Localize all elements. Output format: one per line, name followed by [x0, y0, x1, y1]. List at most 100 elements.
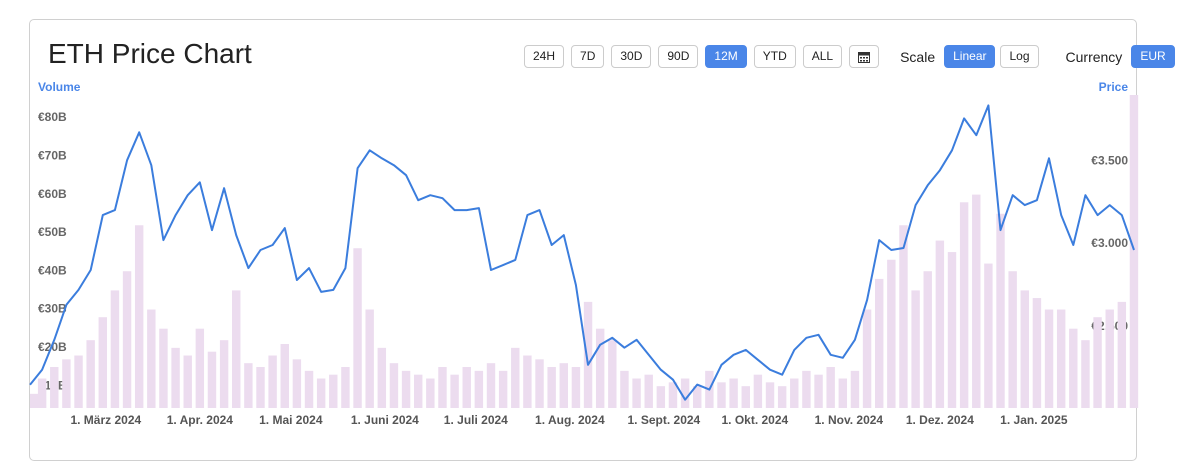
- volume-bar: [838, 378, 848, 408]
- scale-label: Scale: [900, 48, 936, 65]
- y-tick-label: €40B: [38, 263, 67, 277]
- x-tick-label: 1. Juli 2024: [444, 413, 508, 427]
- volume-bar: [693, 386, 702, 408]
- range-button[interactable]: 90D: [658, 45, 699, 68]
- volume-bar: [195, 328, 205, 408]
- volume-bar: [207, 351, 217, 408]
- range-button[interactable]: YTD: [753, 45, 796, 68]
- volume-bar: [1129, 95, 1139, 408]
- volume-bar: [1056, 309, 1066, 408]
- volume-bar: [292, 359, 302, 408]
- volume-bar: [62, 359, 71, 408]
- volume-bar: [790, 378, 799, 408]
- chart-title: ETH Price Chart: [48, 38, 252, 69]
- chart: €10B€20B€30B€40B€50B€60B€70B€80B€2.500€3…: [29, 80, 1139, 427]
- y2-tick-label: €3.000: [1091, 236, 1128, 250]
- y2-axis-title: Price: [1099, 80, 1129, 94]
- volume-bar: [1093, 317, 1102, 408]
- volume-bar: [74, 355, 83, 408]
- volume-bar: [1081, 340, 1090, 408]
- price-line: [29, 104, 1135, 401]
- volume-bar: [171, 347, 180, 408]
- volume-bar: [498, 370, 508, 408]
- volume-bar: [98, 317, 108, 408]
- volume-bar: [486, 363, 496, 408]
- volume-bar: [680, 378, 690, 408]
- volume-bar: [959, 202, 969, 408]
- y-tick-label: €50B: [38, 225, 67, 239]
- y-tick-label: €80B: [38, 110, 67, 124]
- volume-bar: [304, 370, 314, 408]
- y-tick-label: €20B: [38, 340, 67, 354]
- volume-bar: [1117, 301, 1127, 408]
- volume-bar: [923, 271, 932, 408]
- x-tick-label: 1. Okt. 2024: [721, 413, 788, 427]
- y-tick-label: €30B: [38, 302, 67, 316]
- range-buttons: 24H 7D 30D 90D 12M YTD ALL: [524, 45, 843, 68]
- currency-label: Currency: [1065, 48, 1123, 65]
- volume-bar: [1105, 309, 1114, 408]
- volume-bar: [608, 340, 617, 408]
- volume-bar: [850, 370, 860, 408]
- volume-bar: [1008, 271, 1017, 408]
- scale-button[interactable]: Linear: [944, 45, 996, 68]
- volume-bar: [1069, 328, 1078, 408]
- volume-bar: [1032, 298, 1042, 408]
- range-button[interactable]: 30D: [611, 45, 652, 68]
- volume-bar: [571, 367, 581, 408]
- volume-bar: [183, 355, 192, 408]
- x-tick-label: 1. Sept. 2024: [628, 413, 701, 427]
- volume-bar: [474, 370, 484, 408]
- volume-bar: [30, 393, 39, 408]
- volume-bar: [511, 347, 520, 408]
- volume-bar: [559, 363, 568, 408]
- volume-bar: [547, 367, 556, 408]
- volume-bar: [50, 367, 59, 408]
- y-axis-title: Volume: [38, 80, 81, 94]
- range-button[interactable]: 12M: [705, 45, 747, 68]
- currency-button[interactable]: EUR: [1131, 45, 1175, 68]
- volume-bar: [911, 290, 920, 408]
- volume-bar: [232, 290, 241, 408]
- y2-tick-label: €3.500: [1091, 153, 1128, 167]
- range-button[interactable]: 7D: [571, 45, 605, 68]
- volume-bar: [110, 290, 120, 408]
- volume-bar: [668, 382, 678, 408]
- volume-bar: [365, 309, 374, 408]
- volume-bar: [147, 309, 156, 408]
- volume-bar: [280, 344, 289, 408]
- volume-bar: [947, 252, 957, 408]
- volume-bar: [656, 386, 666, 408]
- volume-bar: [37, 378, 47, 408]
- x-tick-label: 1. Jan. 2025: [1000, 413, 1068, 427]
- range-button[interactable]: 24H: [524, 45, 565, 68]
- volume-bar: [329, 374, 338, 408]
- volume-bar: [729, 378, 738, 408]
- volume-bar: [426, 378, 435, 408]
- volume-bar: [862, 309, 872, 408]
- x-tick-label: 1. Mai 2024: [259, 413, 323, 427]
- x-tick-label: 1. März 2024: [70, 413, 141, 427]
- volume-bar: [535, 359, 544, 408]
- volume-bar: [341, 367, 350, 408]
- volume-bar: [244, 363, 253, 408]
- calendar-button[interactable]: [849, 45, 880, 68]
- volume-bar: [1044, 309, 1054, 408]
- x-tick-label: 1. Apr. 2024: [167, 413, 234, 427]
- volume-bar: [438, 367, 447, 408]
- range-button[interactable]: ALL: [802, 45, 843, 68]
- volume-bar: [159, 328, 168, 408]
- volume-bar: [595, 328, 605, 408]
- volume-bar: [972, 194, 981, 408]
- x-tick-label: 1. Dez. 2024: [906, 413, 974, 427]
- volume-bar: [887, 259, 896, 408]
- volume-bar: [935, 240, 945, 408]
- volume-bar: [583, 301, 593, 408]
- volume-bar: [753, 374, 763, 408]
- scale-buttons: Linear Log: [944, 45, 1039, 68]
- volume-bar: [777, 386, 787, 408]
- volume-bar: [765, 382, 775, 408]
- currency-buttons: EUR: [1131, 45, 1175, 68]
- scale-button[interactable]: Log: [1000, 45, 1039, 68]
- volume-bar: [377, 347, 387, 408]
